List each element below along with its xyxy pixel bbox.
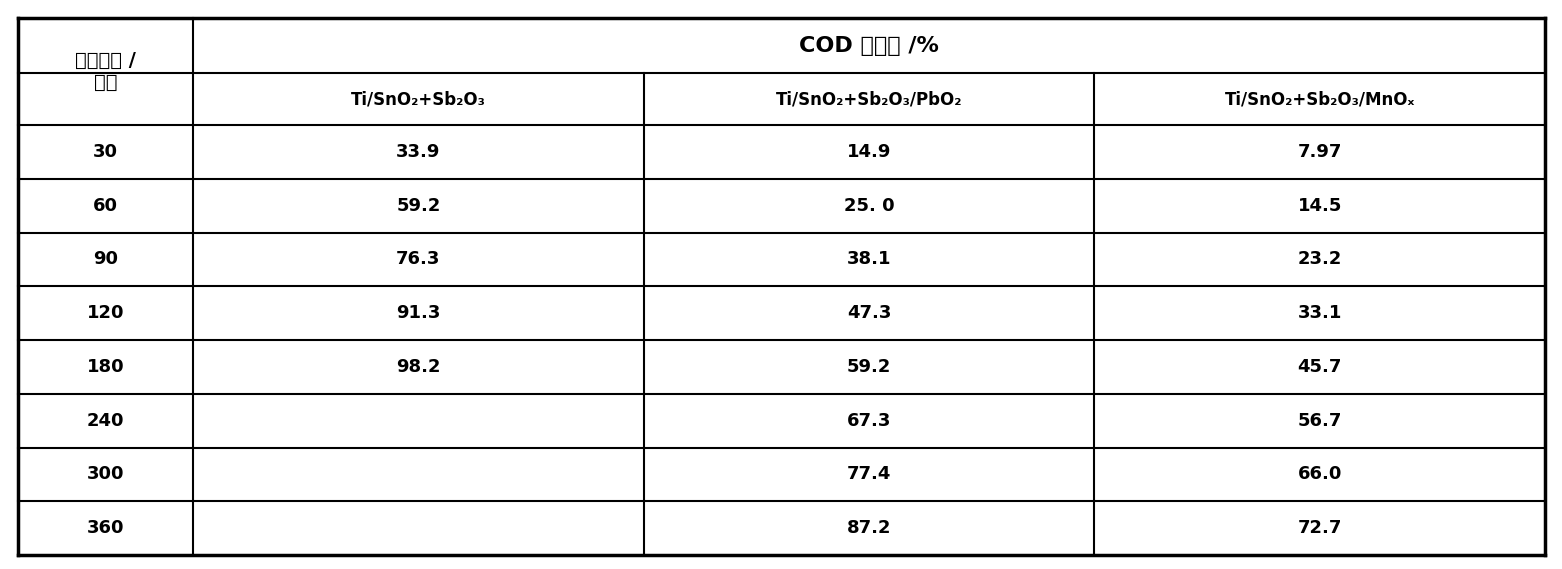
Text: 120: 120 <box>87 304 125 322</box>
Text: 60: 60 <box>94 197 119 215</box>
Text: 59.2: 59.2 <box>397 197 440 215</box>
Text: 33.1: 33.1 <box>1298 304 1342 322</box>
Text: 180: 180 <box>86 358 125 376</box>
Text: 66.0: 66.0 <box>1298 465 1342 484</box>
Text: 91.3: 91.3 <box>397 304 440 322</box>
Text: 90: 90 <box>94 250 119 269</box>
Text: 87.2: 87.2 <box>847 519 892 537</box>
Text: 38.1: 38.1 <box>847 250 892 269</box>
Text: Ti/SnO₂+Sb₂O₃/MnOₓ: Ti/SnO₂+Sb₂O₃/MnOₓ <box>1225 90 1415 108</box>
Text: Ti/SnO₂+Sb₂O₃: Ti/SnO₂+Sb₂O₃ <box>351 90 486 108</box>
Text: 77.4: 77.4 <box>847 465 892 484</box>
Text: 59.2: 59.2 <box>847 358 892 376</box>
Text: 300: 300 <box>87 465 125 484</box>
Text: 47.3: 47.3 <box>847 304 892 322</box>
Text: 33.9: 33.9 <box>397 143 440 161</box>
Text: 14.5: 14.5 <box>1298 197 1342 215</box>
Text: 电解时间 /
分钟: 电解时间 / 分钟 <box>75 51 136 92</box>
Text: 45.7: 45.7 <box>1298 358 1342 376</box>
Text: 72.7: 72.7 <box>1298 519 1342 537</box>
Text: 240: 240 <box>87 411 125 430</box>
Text: 25. 0: 25. 0 <box>843 197 895 215</box>
Text: COD 下降率 /%: COD 下降率 /% <box>800 35 939 56</box>
Text: 14.9: 14.9 <box>847 143 892 161</box>
Text: 360: 360 <box>87 519 125 537</box>
Text: 7.97: 7.97 <box>1298 143 1342 161</box>
Text: Ti/SnO₂+Sb₂O₃/PbO₂: Ti/SnO₂+Sb₂O₃/PbO₂ <box>776 90 962 108</box>
Text: 23.2: 23.2 <box>1298 250 1342 269</box>
Text: 56.7: 56.7 <box>1298 411 1342 430</box>
Text: 98.2: 98.2 <box>397 358 440 376</box>
Text: 76.3: 76.3 <box>397 250 440 269</box>
Text: 67.3: 67.3 <box>847 411 892 430</box>
Text: 30: 30 <box>94 143 119 161</box>
